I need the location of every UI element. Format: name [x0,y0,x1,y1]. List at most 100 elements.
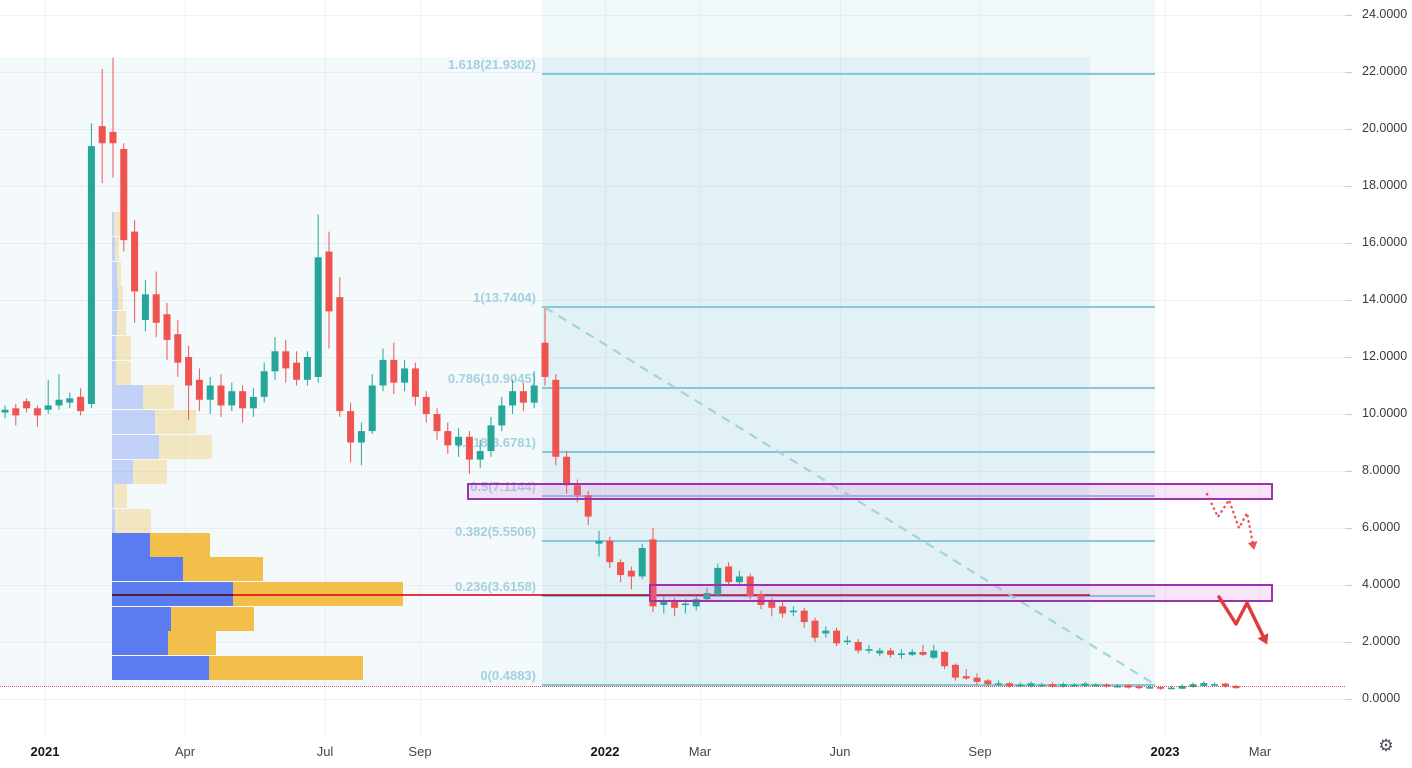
price-axis-tickmark [1345,471,1352,472]
volume-profile-sell-bar [116,336,131,360]
fib-level-label: 0.618(8.6781) [455,434,536,450]
volume-profile-buy-bar [112,484,114,508]
volume-profile-buy-bar [112,533,150,557]
price-axis-label: 10.0000 [1362,406,1408,420]
volume-profile-sell-bar [115,509,151,533]
volume-profile-buy-bar [112,336,116,360]
gridline-horizontal [0,71,1345,73]
time-axis-label: Mar [688,744,712,759]
volume-profile-sell-bar [115,237,119,261]
candle-body [1157,687,1165,689]
time-axis-label: 2022 [590,744,620,759]
time-axis-label: Apr [174,744,196,759]
projection-arrow-head [1247,541,1258,550]
gridline-horizontal [0,698,1345,700]
price-axis-tickmark [1345,243,1352,244]
volume-profile-buy-bar [112,435,159,459]
supply-zone-lower[interactable] [649,584,1273,602]
price-axis-label: 6.0000 [1362,520,1401,534]
price-pane[interactable]: 1.618(21.9302) 1(13.7404) 0.786(10.9045) 0.… [0,0,1345,736]
price-axis-tickmark [1345,528,1352,529]
fib-level-label: 0.382(5.5506) [455,523,536,539]
time-axis-label: Sep [968,744,992,759]
time-axis-label: Mar [1248,744,1272,759]
price-axis-tickmark [1345,585,1352,586]
price-axis-label: 20.0000 [1362,121,1408,135]
price-axis-tickmark [1345,699,1352,700]
price-axis-tickmark [1345,129,1352,130]
gridline-vertical [1165,0,1166,736]
fib-level-line[interactable] [542,306,1155,309]
supply-zone-upper[interactable] [467,483,1273,500]
price-axis-tickmark [1345,72,1352,73]
price-axis-label: 22.0000 [1362,64,1408,78]
settings-gear-icon[interactable]: ⚙ [1374,734,1398,758]
fib-level-label: 0.786(10.9045) [447,371,536,387]
volume-profile-buy-bar [112,557,183,581]
gridline-horizontal [0,128,1345,130]
gridline-horizontal [0,185,1345,187]
time-axis-label: Jun [829,744,851,759]
fib-level-line[interactable] [542,72,1155,75]
volume-profile-sell-bar [143,385,174,409]
projection-arrow-dotted[interactable] [1205,492,1255,546]
candle-body [1146,687,1154,689]
gridline-horizontal [0,242,1345,244]
price-axis-label: 0.0000 [1362,691,1401,705]
gridline-vertical [45,0,46,736]
time-axis-label: 2023 [1150,744,1180,759]
time-axis[interactable]: 2021 Apr Jul Sep 2022 Mar Jun Sep 2023 Mar [0,736,1412,768]
gridline-vertical [1260,0,1261,736]
volume-profile-buy-bar [112,631,168,655]
fib-level-line[interactable] [542,539,1155,542]
volume-profile-sell-bar [150,533,210,557]
fib-level-label: 1.618(21.9302) [447,56,536,72]
volume-profile-buy-bar [112,311,117,335]
price-axis-tickmark [1345,15,1352,16]
volume-profile-sell-bar [114,484,127,508]
price-axis-tickmark [1345,642,1352,643]
volume-profile-sell-bar [117,262,121,286]
fib-level-label: 0(0.4883) [480,668,536,684]
fib-level-label: 0.236(3.6158) [455,578,536,594]
volume-profile-buy-bar [112,237,115,261]
gridline-horizontal [0,299,1345,301]
volume-profile-sell-bar [209,656,363,680]
volume-profile-buy-bar [112,286,118,310]
last-price-line [0,686,1345,687]
price-axis-tickmark [1345,300,1352,301]
volume-profile-sell-bar [114,212,120,236]
fib-level-line[interactable] [542,387,1155,390]
volume-profile-buy-bar [112,607,171,631]
gridline-horizontal [0,14,1345,16]
volume-profile-buy-bar [112,509,115,533]
volume-profile-sell-bar [133,460,167,484]
candle-body [1167,687,1175,690]
time-axis-label: Sep [408,744,432,759]
price-axis-label: 12.0000 [1362,349,1408,363]
price-axis-label: 16.0000 [1362,235,1408,249]
time-axis-label: Jul [316,744,334,759]
volume-profile-buy-bar [112,656,209,680]
volume-profile-sell-bar [159,435,212,459]
volume-profile-sell-bar [116,361,131,385]
price-axis-label: 18.0000 [1362,178,1408,192]
time-axis-label: 2021 [30,744,60,759]
volume-profile-buy-bar [112,262,117,286]
price-axis-tickmark [1345,186,1352,187]
volume-profile-buy-bar [112,385,143,409]
gridline-vertical [420,0,421,736]
volume-profile-buy-bar [112,410,155,434]
volume-profile-sell-bar [168,631,216,655]
volume-profile-sell-bar [118,286,123,310]
price-axis-label: 8.0000 [1362,463,1401,477]
volume-profile-buy-bar [112,212,114,236]
projection-arrow-solid[interactable] [1217,595,1266,640]
price-axis-label: 2.0000 [1362,634,1401,648]
price-axis-label: 14.0000 [1362,292,1408,306]
price-axis[interactable]: 24.0000 22.0000 20.0000 18.0000 16.0000 14.00… [1345,0,1412,736]
volume-profile-sell-bar [117,311,126,335]
fib-level-line[interactable] [542,450,1155,453]
fib-level-label: 1(13.7404) [473,290,536,306]
